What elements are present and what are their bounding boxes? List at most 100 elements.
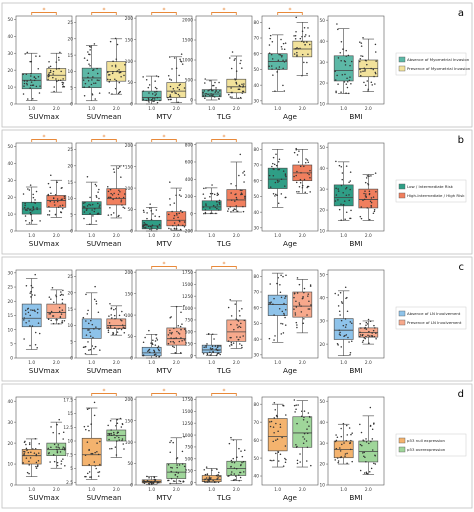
data-point	[205, 92, 207, 95]
data-point	[180, 328, 182, 331]
data-point	[214, 91, 217, 93]
significance-star: *	[43, 134, 46, 141]
data-point	[49, 313, 52, 315]
data-point	[303, 410, 306, 412]
data-point	[156, 347, 159, 349]
data-point	[169, 78, 171, 80]
data-point	[24, 202, 26, 205]
data-point	[342, 48, 344, 50]
data-point	[62, 82, 65, 84]
data-point	[173, 90, 175, 92]
plot-area	[75, 269, 133, 359]
data-point	[85, 428, 87, 431]
data-point	[216, 194, 218, 196]
y-tick-label: 80	[254, 20, 260, 26]
box	[166, 211, 187, 227]
data-point	[24, 309, 27, 312]
data-point	[153, 478, 156, 481]
data-point	[299, 453, 301, 455]
data-point	[273, 432, 275, 434]
data-point	[28, 189, 31, 191]
data-point	[334, 70, 336, 72]
data-point	[234, 478, 236, 481]
data-point	[350, 433, 352, 436]
data-point	[157, 345, 160, 348]
data-point	[368, 218, 371, 221]
data-point	[203, 346, 205, 349]
data-point	[204, 212, 207, 215]
y-tick-label: 100	[125, 59, 133, 65]
data-point	[89, 65, 91, 67]
data-point	[97, 311, 100, 314]
y-tick-label: 50	[128, 207, 134, 213]
data-point	[340, 301, 343, 303]
data-point	[83, 211, 86, 213]
data-point	[175, 227, 178, 230]
data-point	[167, 334, 170, 336]
legend-swatch	[398, 65, 406, 72]
significance-star: *	[163, 7, 166, 14]
data-point	[211, 192, 214, 195]
data-point	[339, 334, 342, 336]
data-point	[82, 316, 85, 319]
data-point	[303, 61, 305, 64]
data-point	[218, 81, 220, 84]
data-point	[25, 457, 28, 459]
box-group-2	[358, 172, 379, 221]
data-point	[345, 211, 348, 214]
data-point	[348, 181, 350, 184]
data-point	[31, 97, 34, 100]
data-point	[108, 73, 111, 76]
significance-bracket	[91, 139, 117, 142]
data-point	[84, 352, 87, 355]
data-point	[181, 463, 184, 465]
data-point	[169, 94, 172, 96]
data-point	[111, 447, 113, 450]
data-point	[216, 478, 218, 480]
data-point	[295, 181, 298, 184]
data-point	[367, 318, 370, 321]
data-point	[334, 459, 336, 461]
data-point	[365, 460, 367, 463]
data-point	[88, 463, 90, 466]
data-point	[205, 204, 207, 206]
data-point	[62, 431, 65, 433]
data-point	[30, 451, 32, 454]
x-axis-label: BMI	[349, 493, 362, 502]
data-point	[345, 165, 348, 167]
data-point	[282, 275, 284, 278]
y-tick-label: 10	[320, 483, 326, 489]
legend-swatch	[398, 183, 406, 190]
data-point	[360, 55, 362, 57]
data-point	[23, 453, 25, 455]
data-point	[87, 341, 89, 343]
data-point	[112, 431, 115, 434]
y-tick-label: 1500	[182, 409, 193, 415]
data-point	[117, 215, 119, 218]
data-point	[242, 210, 245, 213]
data-point	[116, 440, 118, 442]
data-point	[293, 404, 296, 407]
data-point	[308, 415, 311, 418]
box-group-1	[267, 272, 288, 343]
legend-swatch	[398, 319, 406, 326]
data-point	[362, 199, 364, 202]
data-point	[107, 331, 110, 333]
y-tick-label: 40	[254, 337, 260, 343]
data-point	[53, 301, 55, 303]
data-point	[335, 160, 337, 163]
data-point	[348, 194, 350, 196]
data-point	[114, 65, 117, 68]
data-point	[204, 478, 206, 480]
data-point	[242, 86, 244, 88]
y-tick-label: 0	[130, 229, 133, 235]
data-point	[361, 55, 364, 57]
x-tick-label: 1.0	[274, 360, 281, 366]
data-point	[269, 37, 272, 40]
data-point	[364, 456, 366, 458]
data-point	[36, 465, 39, 468]
data-point	[155, 355, 158, 358]
data-point	[306, 460, 308, 462]
